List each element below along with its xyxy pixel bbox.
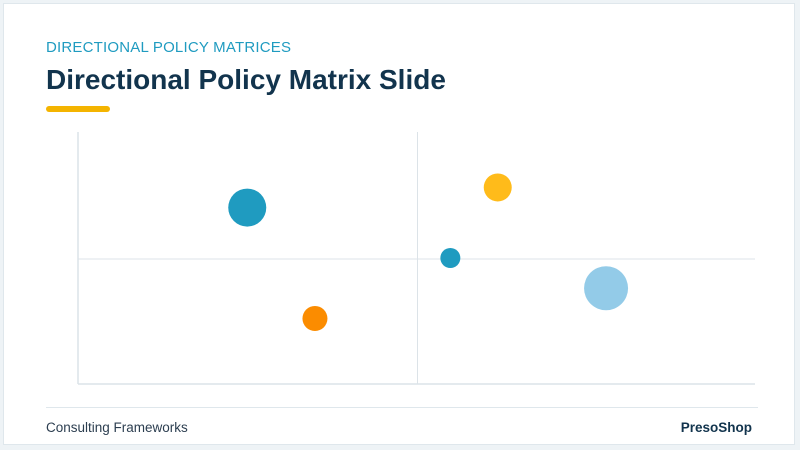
title-accent-bar bbox=[46, 106, 110, 112]
slide-kicker: DIRECTIONAL POLICY MATRICES bbox=[46, 39, 292, 56]
data-bubble-2 bbox=[302, 305, 328, 331]
footer-brand: PresoShop bbox=[680, 420, 752, 435]
footer-divider bbox=[46, 407, 758, 408]
slide: DIRECTIONAL POLICY MATRICES Directional … bbox=[3, 3, 795, 445]
data-bubble-3 bbox=[483, 173, 512, 202]
data-bubble-4 bbox=[440, 248, 461, 268]
slide-title: Directional Policy Matrix Slide bbox=[46, 64, 446, 95]
data-bubble-5 bbox=[584, 266, 629, 311]
footer-left-text: Consulting Frameworks bbox=[46, 420, 188, 435]
bubble-group bbox=[228, 173, 629, 331]
data-bubble-1 bbox=[228, 188, 267, 227]
